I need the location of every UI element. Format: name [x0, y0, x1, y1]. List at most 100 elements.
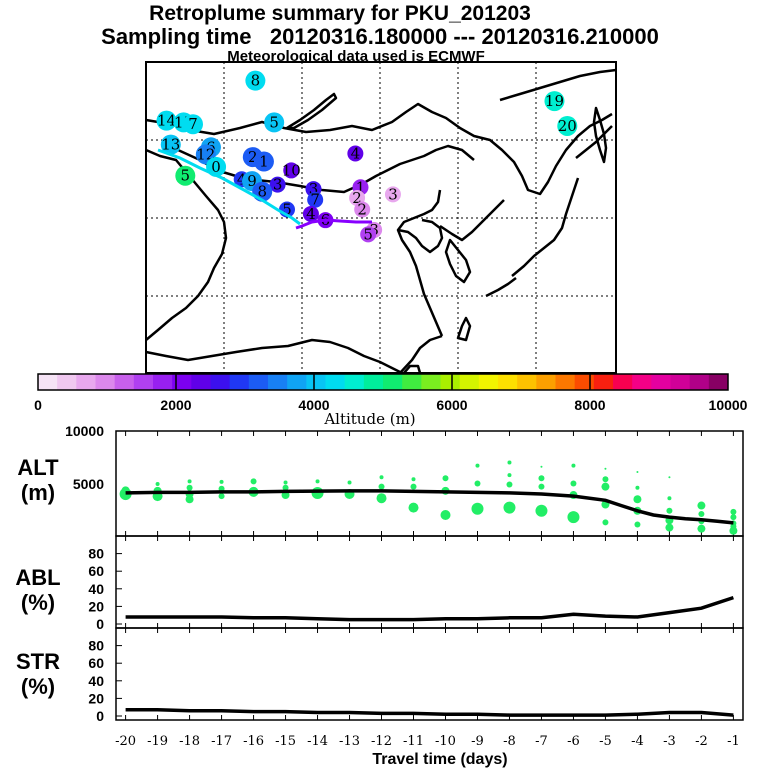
colorbar-cell: [402, 374, 422, 390]
trajectory-path: [295, 218, 372, 230]
map-marker: [307, 191, 324, 208]
str-x-tickmarks: [125, 628, 734, 720]
alt-point: [698, 510, 705, 517]
colorbar-tick-label: 8000: [574, 397, 605, 413]
abl-title: ABL: [15, 565, 60, 590]
map-marker-label: 7: [310, 191, 320, 209]
alt-point: [378, 483, 385, 490]
alt-point: [601, 482, 610, 491]
trajectory-path-west: [157, 148, 301, 226]
colorbar-cell: [517, 374, 537, 390]
x-tick-label: -11: [403, 734, 424, 749]
x-tick-label: -4: [631, 734, 644, 749]
map-marker-label: 8: [251, 72, 261, 90]
map-marker-label: 2: [352, 189, 362, 207]
map-marker-label: 3: [273, 176, 283, 194]
x-tick-label: -15: [275, 734, 296, 749]
abl-unit: (%): [21, 590, 55, 615]
abl-y-tick-label: 60: [88, 563, 104, 579]
map-marker-label: 3: [388, 185, 398, 203]
border-south-china: [145, 338, 403, 375]
alt-point: [440, 510, 451, 520]
x-tick-label: -1: [727, 734, 740, 749]
alt-point: [379, 475, 384, 480]
colorbar-cell: [114, 374, 135, 390]
map-marker: [283, 162, 300, 179]
coast-bohai: [397, 218, 444, 254]
colorbar-cell: [57, 374, 77, 390]
colorbar-cell: [306, 374, 326, 390]
alt-point: [507, 460, 512, 465]
map-marker-label: 8: [257, 183, 267, 201]
coast-korea: [444, 238, 472, 284]
alt-point: [604, 467, 607, 470]
border-se-asia: [399, 334, 443, 374]
map-marker: [302, 205, 319, 222]
x-tick-label: -8: [503, 734, 516, 749]
alt-point: [567, 511, 580, 524]
met-data-note: Meteorological data used is ECMWF: [227, 48, 485, 65]
x-tick-label: -9: [471, 734, 484, 749]
map-marker: [175, 165, 196, 186]
alt-point: [186, 484, 193, 491]
x-tick-label: -18: [179, 734, 200, 749]
x-tick-label: -13: [339, 734, 360, 749]
alt-point: [730, 508, 737, 515]
alt-point: [636, 470, 639, 473]
alt-point: [250, 478, 257, 485]
x-tick-label: -3: [663, 734, 676, 749]
alt-point: [219, 479, 224, 484]
colorbar-cell: [363, 374, 384, 390]
coast-japan-hokkaido: [575, 125, 613, 159]
x-tick-label: -20: [115, 734, 136, 749]
map-marker-label: 10: [282, 161, 301, 179]
alt-point: [122, 494, 129, 501]
map-marker: [183, 114, 203, 135]
abl-x-tickmarks: [125, 536, 734, 628]
x-tick-label: -2: [695, 734, 708, 749]
map-marker: [544, 91, 565, 112]
alt-point: [471, 502, 484, 515]
colorbar-cell: [172, 374, 192, 390]
map-marker-label: 7: [188, 115, 198, 133]
colorbar-cell: [555, 374, 576, 390]
alt-point: [538, 475, 545, 482]
alt-point: [311, 486, 324, 499]
alt-point: [697, 501, 706, 510]
x-tick-label: -5: [599, 734, 612, 749]
str-title: STR: [16, 649, 60, 674]
map-marker-label: 5: [282, 201, 292, 219]
colorbar-tick-label: 10000: [709, 397, 748, 413]
alt-ytick-5000: 5000: [73, 476, 104, 492]
x-tick-label: -12: [371, 734, 392, 749]
str-y-tick-label: 60: [88, 655, 104, 671]
colorbar-cell: [344, 374, 365, 390]
alt-point: [410, 483, 417, 490]
alt-point: [667, 496, 672, 501]
colorbar-label: Altitude (m): [323, 410, 415, 428]
map-marker: [253, 151, 274, 172]
str-line: [125, 708, 734, 717]
map-marker: [156, 110, 177, 131]
colorbar-cell: [613, 374, 633, 390]
alt-point: [634, 521, 641, 528]
alt-point: [185, 495, 194, 504]
str-y-tick-label: 40: [88, 673, 104, 689]
map-marker-label: 5: [269, 113, 279, 131]
alt-ytick-10000: 10000: [65, 423, 104, 439]
map-marker-label: 9: [247, 172, 257, 190]
alt-point: [503, 501, 516, 514]
str-panel-frame: [115, 627, 744, 721]
alt-point: [506, 481, 513, 488]
alt-point: [665, 523, 674, 532]
colorbar-cell: [95, 374, 116, 390]
colorbar-cell: [325, 374, 346, 390]
colorbar-cell: [421, 374, 441, 390]
abl-line: [125, 595, 734, 622]
colorbar-tick-label: 0: [34, 397, 42, 413]
alt-point: [475, 463, 480, 468]
colorbar-cell: [651, 374, 671, 390]
alt-point: [376, 493, 387, 504]
